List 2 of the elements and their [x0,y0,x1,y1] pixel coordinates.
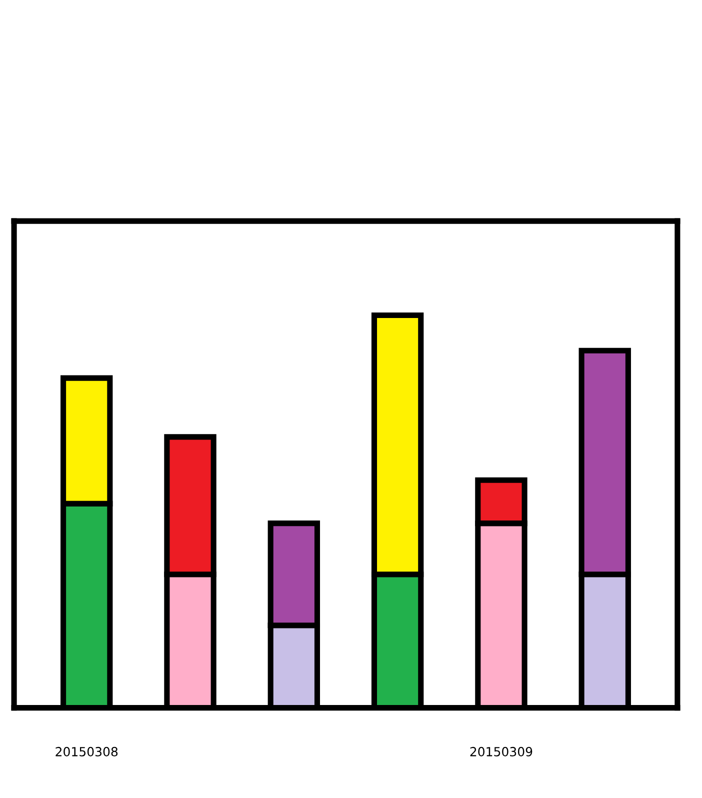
x-tick-label: 20150308 [56,746,118,756]
x-tick-label: 20150309 [470,746,532,756]
